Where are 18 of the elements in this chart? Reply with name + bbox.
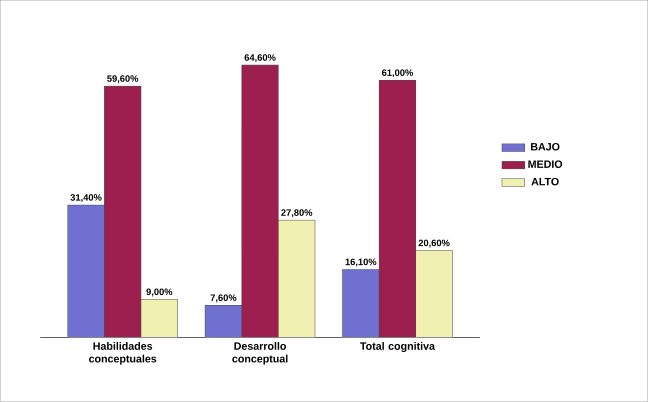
data-label: 9,00% xyxy=(146,288,172,297)
data-label: 16,10% xyxy=(346,258,376,267)
data-label: 31,40% xyxy=(70,194,102,202)
legend-label: ALTO xyxy=(531,178,559,186)
data-label: 27,80% xyxy=(281,210,312,218)
data-label: 61,00% xyxy=(382,70,414,78)
bar xyxy=(241,65,279,338)
legend-label: MEDIO xyxy=(528,160,562,168)
data-label: 20,60% xyxy=(418,240,450,248)
data-label: 64,60% xyxy=(244,54,276,62)
bar xyxy=(378,80,416,338)
x-tick-label: Desarrollo conceptual xyxy=(232,342,288,365)
legend-label: BAJO xyxy=(531,143,560,151)
bar xyxy=(104,86,142,338)
x-tick-label: Habilidades conceptuales xyxy=(89,342,156,365)
data-label: 7,60% xyxy=(210,294,236,303)
data-label: 59,60% xyxy=(107,76,138,84)
x-tick-label: Total cognitiva xyxy=(360,342,436,352)
